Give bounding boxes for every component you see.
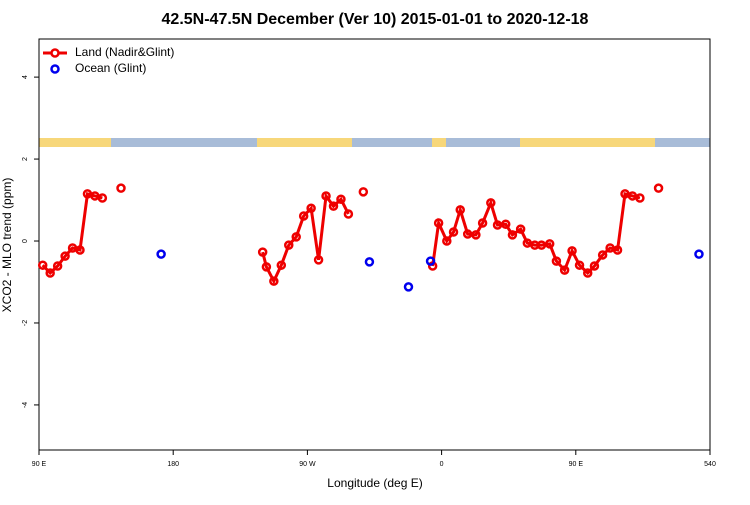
- y-tick-label: -4: [22, 402, 29, 408]
- data-point: [567, 246, 577, 256]
- data-point: [52, 261, 63, 271]
- data-point: [306, 203, 316, 213]
- plot-frame: [38, 38, 711, 451]
- data-point: [559, 265, 570, 275]
- x-tick-label: 90 E: [32, 461, 47, 468]
- data-point: [433, 218, 444, 228]
- x-axis-title: Longitude (deg E): [327, 476, 422, 490]
- data-point: [37, 260, 48, 270]
- data-point: [156, 249, 166, 259]
- data-point: [284, 240, 294, 250]
- data-point: [653, 183, 664, 193]
- x-tick-label: 540: [704, 461, 716, 468]
- data-point: [261, 262, 272, 272]
- data-point: [257, 247, 268, 257]
- x-tick-label: 0: [440, 461, 444, 468]
- data-point: [507, 230, 518, 240]
- data-point: [358, 187, 369, 197]
- data-point: [298, 211, 309, 221]
- data-point: [515, 224, 526, 234]
- ocean-strip: [111, 138, 257, 147]
- ocean-strip: [352, 138, 432, 147]
- data-point: [364, 257, 375, 267]
- data-point: [328, 201, 339, 211]
- data-point: [455, 205, 465, 215]
- data-point: [544, 239, 555, 249]
- ocean-strip: [655, 138, 710, 147]
- data-point: [589, 261, 600, 271]
- data-point: [276, 260, 287, 270]
- data-point: [97, 193, 108, 203]
- data-point: [403, 282, 414, 292]
- y-tick-label: -2: [22, 320, 29, 326]
- data-point: [448, 227, 459, 237]
- legend-marker: [50, 64, 60, 74]
- data-point: [45, 268, 55, 278]
- data-point: [477, 218, 488, 228]
- data-point: [694, 249, 704, 259]
- data-point: [635, 193, 645, 203]
- data-point: [343, 209, 354, 219]
- data-point: [442, 236, 452, 246]
- data-point: [75, 245, 85, 255]
- legend-label: Land (Nadir&Glint): [75, 45, 174, 59]
- data-point: [551, 256, 562, 266]
- data-point: [321, 191, 331, 201]
- chart-title: 42.5N-47.5N December (Ver 10) 2015-01-01…: [162, 11, 589, 28]
- data-point: [471, 230, 481, 240]
- x-tick-label: 90 W: [299, 461, 316, 468]
- data-point: [492, 220, 503, 230]
- data-point: [425, 256, 436, 266]
- data-point: [612, 245, 623, 255]
- data-point: [313, 255, 324, 265]
- y-tick-label: 2: [22, 157, 29, 161]
- y-tick-label: 0: [22, 239, 29, 243]
- y-tick-label: 4: [22, 75, 29, 79]
- legend-label: Ocean (Glint): [75, 61, 146, 75]
- x-tick-label: 180: [167, 461, 179, 468]
- data-point: [291, 232, 301, 242]
- data-point: [574, 260, 585, 270]
- data-point: [60, 251, 70, 261]
- data-point: [116, 183, 126, 193]
- data-point: [336, 194, 346, 204]
- data-point: [597, 250, 608, 260]
- data-point: [269, 276, 279, 286]
- legend-marker: [50, 48, 60, 58]
- data-point: [536, 240, 547, 250]
- data-point: [462, 229, 473, 239]
- y-axis-title: XCO2 - MLO trend (ppm): [0, 178, 14, 313]
- x-tick-label: 90 E: [569, 461, 584, 468]
- data-point: [582, 268, 593, 278]
- data-point: [486, 198, 496, 208]
- ocean-strip: [446, 138, 520, 147]
- land-ocean-band: [39, 138, 710, 147]
- data-point: [500, 219, 511, 229]
